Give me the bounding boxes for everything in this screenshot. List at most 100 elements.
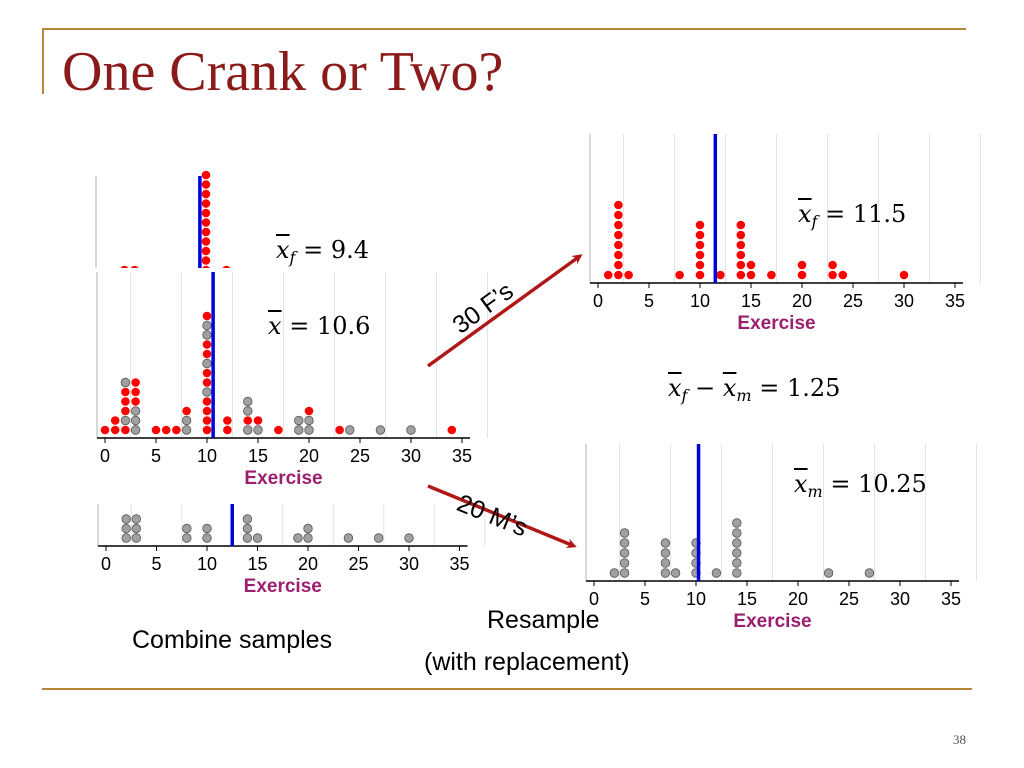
data-dot xyxy=(202,378,212,387)
x-axis-label: Exercise xyxy=(737,313,815,334)
data-dot xyxy=(202,368,212,378)
data-dot xyxy=(736,250,746,260)
data-dot xyxy=(614,230,623,240)
x-axis-label: Exercise xyxy=(244,468,322,489)
data-dot xyxy=(406,425,416,435)
data-dot xyxy=(293,533,303,543)
data-dot xyxy=(732,538,742,548)
data-dot xyxy=(660,558,671,568)
data-dot xyxy=(202,406,212,416)
data-dot xyxy=(202,311,212,321)
data-dot xyxy=(202,523,212,534)
data-dot xyxy=(242,523,253,534)
x-tick-label: 25 xyxy=(843,291,863,311)
x-tick-label: 5 xyxy=(644,291,654,311)
x-tick-label: 10 xyxy=(197,554,217,574)
arrow-to-female-resample xyxy=(426,254,583,368)
data-dot xyxy=(243,396,253,407)
female-original-mean: xf = 9.4 xyxy=(276,236,370,267)
x-tick-label: 25 xyxy=(350,446,370,466)
data-dot xyxy=(345,425,355,435)
data-dot xyxy=(304,425,314,435)
data-dot xyxy=(624,270,633,280)
data-dot xyxy=(736,240,746,250)
data-dot xyxy=(253,425,263,435)
data-dot xyxy=(223,416,232,425)
x-tick-label: 30 xyxy=(399,554,419,574)
data-dot xyxy=(614,200,623,210)
data-dot xyxy=(614,250,623,260)
data-dot xyxy=(619,538,630,548)
data-dot xyxy=(614,240,623,250)
data-dot xyxy=(294,425,304,435)
x-tick-label: 20 xyxy=(298,554,318,574)
data-dot xyxy=(182,533,192,543)
data-dot xyxy=(131,533,142,543)
x-tick-label: 15 xyxy=(247,554,267,574)
data-dot xyxy=(732,558,742,568)
data-dot xyxy=(619,528,630,538)
data-dot xyxy=(746,260,756,270)
data-dot xyxy=(695,220,705,230)
x-tick-label: 20 xyxy=(792,291,812,311)
data-dot xyxy=(767,270,776,280)
data-dot xyxy=(732,568,742,578)
data-dot xyxy=(899,270,909,280)
data-dot xyxy=(161,425,171,435)
x-tick-label: 35 xyxy=(941,589,961,609)
data-dot xyxy=(736,260,746,270)
data-dot xyxy=(447,425,457,435)
data-dot xyxy=(202,320,212,331)
data-dot xyxy=(828,270,837,280)
data-dot xyxy=(660,568,671,578)
data-dot xyxy=(131,514,142,524)
data-dot xyxy=(202,387,212,397)
data-dot xyxy=(202,533,212,543)
data-dot xyxy=(828,260,837,270)
data-dot xyxy=(732,528,742,538)
data-dot xyxy=(130,406,141,416)
data-dot xyxy=(375,425,386,435)
data-dot xyxy=(110,416,120,425)
x-tick-label: 0 xyxy=(101,554,111,574)
data-dot xyxy=(201,189,211,199)
data-dot xyxy=(202,340,212,349)
x-tick-label: 5 xyxy=(640,589,650,609)
data-dot xyxy=(823,568,834,578)
page-number: 38 xyxy=(953,732,966,747)
male-resample-dotplot: 0 5 10 15 20 25 30 35 Exercise xyxy=(585,444,977,632)
data-dot xyxy=(201,256,211,265)
data-dot xyxy=(675,270,684,280)
x-tick-label: 5 xyxy=(151,446,161,466)
data-dot xyxy=(303,533,313,543)
data-dot xyxy=(182,523,192,534)
data-dot xyxy=(746,270,756,280)
title-rule-vertical xyxy=(42,28,44,94)
data-dot xyxy=(151,425,161,435)
data-dot xyxy=(201,227,211,237)
x-tick-label: 0 xyxy=(593,291,603,311)
male-resample-mean: xm = 10.25 xyxy=(794,470,927,501)
data-dot xyxy=(695,240,705,250)
x-tick-label: 30 xyxy=(401,446,421,466)
data-dot xyxy=(121,533,131,543)
x-axis-label: Exercise xyxy=(244,576,322,597)
data-dot xyxy=(343,533,354,543)
data-dot xyxy=(609,568,620,578)
data-dot xyxy=(202,358,212,369)
x-tick-label: 5 xyxy=(151,554,161,574)
data-dot xyxy=(131,378,140,387)
x-tick-label: 25 xyxy=(348,554,368,574)
x-tick-label: 30 xyxy=(894,291,914,311)
x-tick-label: 25 xyxy=(839,589,859,609)
combined-mean: x = 10.6 xyxy=(268,312,371,340)
data-dot xyxy=(201,237,211,246)
x-tick-label: 15 xyxy=(741,291,761,311)
data-dot xyxy=(614,220,623,230)
data-dot xyxy=(716,270,725,280)
x-axis-label: Exercise xyxy=(733,611,811,632)
data-dot xyxy=(619,568,630,578)
data-dot xyxy=(121,406,130,416)
